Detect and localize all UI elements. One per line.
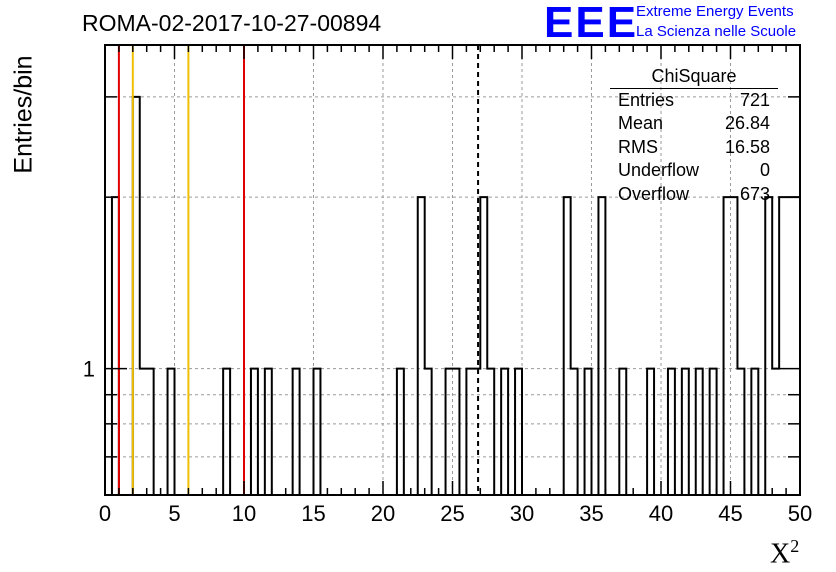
histogram-bin	[251, 369, 258, 495]
histogram-bin	[619, 369, 626, 495]
x-tick-label: 30	[510, 501, 534, 526]
histogram-series	[105, 95, 801, 496]
stats-box: ChiSquare Entries 721 Mean 26.84 RMS 16.…	[610, 66, 778, 206]
histogram-bin	[265, 369, 272, 495]
stats-row-overflow: Overflow 673	[610, 183, 778, 206]
histogram-bin	[765, 197, 772, 495]
histogram-bin	[466, 369, 473, 495]
stats-value: 673	[739, 183, 770, 204]
histogram-bin	[397, 369, 404, 495]
histogram-bin	[480, 197, 487, 495]
x-tick-label: 35	[579, 501, 603, 526]
stats-row-entries: Entries 721	[610, 89, 778, 112]
histogram-bin	[668, 369, 675, 495]
logo-subtitle-line2: La Scienza nelle Scuole	[636, 23, 797, 40]
histogram-bin	[772, 369, 779, 495]
histogram-bin	[696, 369, 703, 495]
stats-label: Mean	[618, 113, 664, 134]
x-tick-label: 40	[649, 501, 673, 526]
histogram-bin	[223, 369, 230, 495]
histogram-bin	[724, 197, 731, 495]
axis-tick-labels: 0 5 10 15 20 25 30 35 40 45 50 1	[83, 357, 812, 526]
histogram-bin	[585, 369, 592, 495]
stats-label: RMS	[618, 136, 658, 157]
logo-subtitle-line1: Extreme Energy Events	[636, 3, 794, 20]
x-tick-label: 5	[168, 501, 180, 526]
histogram-outline	[105, 95, 801, 496]
x-axis-label-superscript: 2	[790, 536, 800, 556]
histogram-bin	[515, 369, 522, 495]
histogram-bin	[793, 197, 800, 495]
histogram-bin	[453, 369, 460, 495]
stats-value: 16.58	[724, 136, 770, 157]
histogram-bin	[786, 197, 793, 495]
histogram-bin	[473, 369, 480, 495]
histogram-bin	[779, 197, 786, 495]
y-tick-label: 1	[83, 357, 95, 382]
x-axis-label-base: X	[770, 538, 791, 570]
stats-row-mean: Mean 26.84	[610, 112, 778, 135]
stats-row-rms: RMS 16.58	[610, 136, 778, 159]
histogram-bin	[564, 197, 571, 495]
x-tick-label: 45	[718, 501, 742, 526]
x-axis-label: X2	[770, 536, 799, 570]
eee-logo: EEE	[544, 0, 639, 47]
run-title: ROMA-02-2017-10-27-00894	[82, 10, 382, 36]
y-axis-label: Entries/bin	[9, 55, 38, 174]
stats-value: 721	[739, 90, 770, 110]
x-tick-label: 0	[99, 501, 111, 526]
stats-value: 26.84	[724, 113, 770, 134]
axis-ticks	[104, 45, 801, 495]
histogram-bin	[133, 97, 140, 495]
x-tick-label: 15	[301, 501, 325, 526]
histogram-bin	[425, 369, 432, 495]
vertical-marker-lines	[117, 45, 480, 495]
histogram-bin	[147, 369, 154, 495]
stats-label: Entries	[618, 90, 675, 110]
x-tick-label: 20	[371, 501, 395, 526]
histogram-bin	[751, 369, 758, 495]
histogram-bin	[737, 369, 744, 495]
histogram-bin	[112, 197, 119, 495]
histogram-bin	[446, 369, 453, 495]
stats-label: Overflow	[618, 183, 690, 204]
histogram-bin	[571, 369, 578, 495]
histogram-bin	[293, 369, 300, 495]
stats-value: 0	[759, 160, 770, 181]
histogram-bin	[418, 197, 425, 495]
histogram-bin	[168, 369, 175, 495]
x-tick-label: 10	[232, 501, 256, 526]
histogram-bin	[598, 197, 605, 495]
stats-row-underflow: Underflow 0	[610, 159, 778, 182]
x-tick-label: 50	[788, 501, 812, 526]
histogram-bin	[501, 369, 508, 495]
histogram-bin	[647, 369, 654, 495]
histogram-bin	[314, 369, 321, 495]
grid-lines	[105, 45, 800, 495]
histogram-bin	[487, 369, 494, 495]
stats-label: Underflow	[618, 160, 700, 181]
stats-box-title: ChiSquare	[610, 66, 778, 89]
histogram-bin	[140, 369, 147, 495]
histogram-bin	[682, 369, 689, 495]
x-tick-label: 25	[440, 501, 464, 526]
histogram-bin	[710, 369, 717, 495]
histogram-bin	[731, 197, 738, 495]
